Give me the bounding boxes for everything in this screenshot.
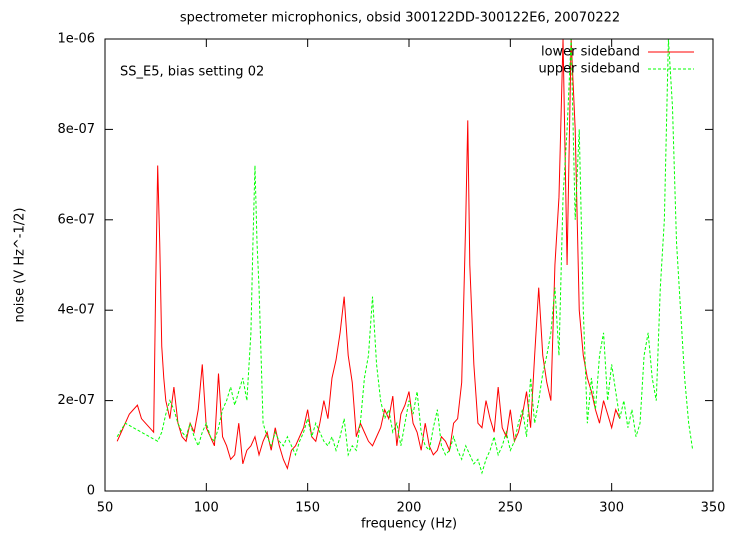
annotation: SS_E5, bias setting 02 [120,65,264,80]
x-tick-label: 300 [599,501,624,516]
y-axis-label: noise (V Hz^-1/2) [13,208,28,323]
y-tick-label: 8e-07 [57,122,95,137]
x-tick-label: 100 [194,501,219,516]
chart-title: spectrometer microphonics, obsid 300122D… [180,11,620,26]
y-tick-label: 0 [87,484,95,499]
plot-area [116,39,694,475]
y-tick-label: 1e-06 [57,32,95,47]
y-tick-label: 2e-07 [57,393,95,408]
legend-label: lower sideband [541,45,640,60]
series-line [116,39,621,470]
y-tick-label: 4e-07 [57,303,95,318]
y-tick-label: 6e-07 [57,212,95,227]
x-tick-label: 50 [97,501,114,516]
series-line [116,39,694,475]
x-tick-label: 350 [701,501,726,516]
x-axis-label: frequency (Hz) [361,517,457,532]
x-tick-label: 150 [295,501,320,516]
x-tick-label: 250 [498,501,523,516]
legend-label: upper sideband [538,62,640,77]
x-tick-label: 200 [397,501,422,516]
